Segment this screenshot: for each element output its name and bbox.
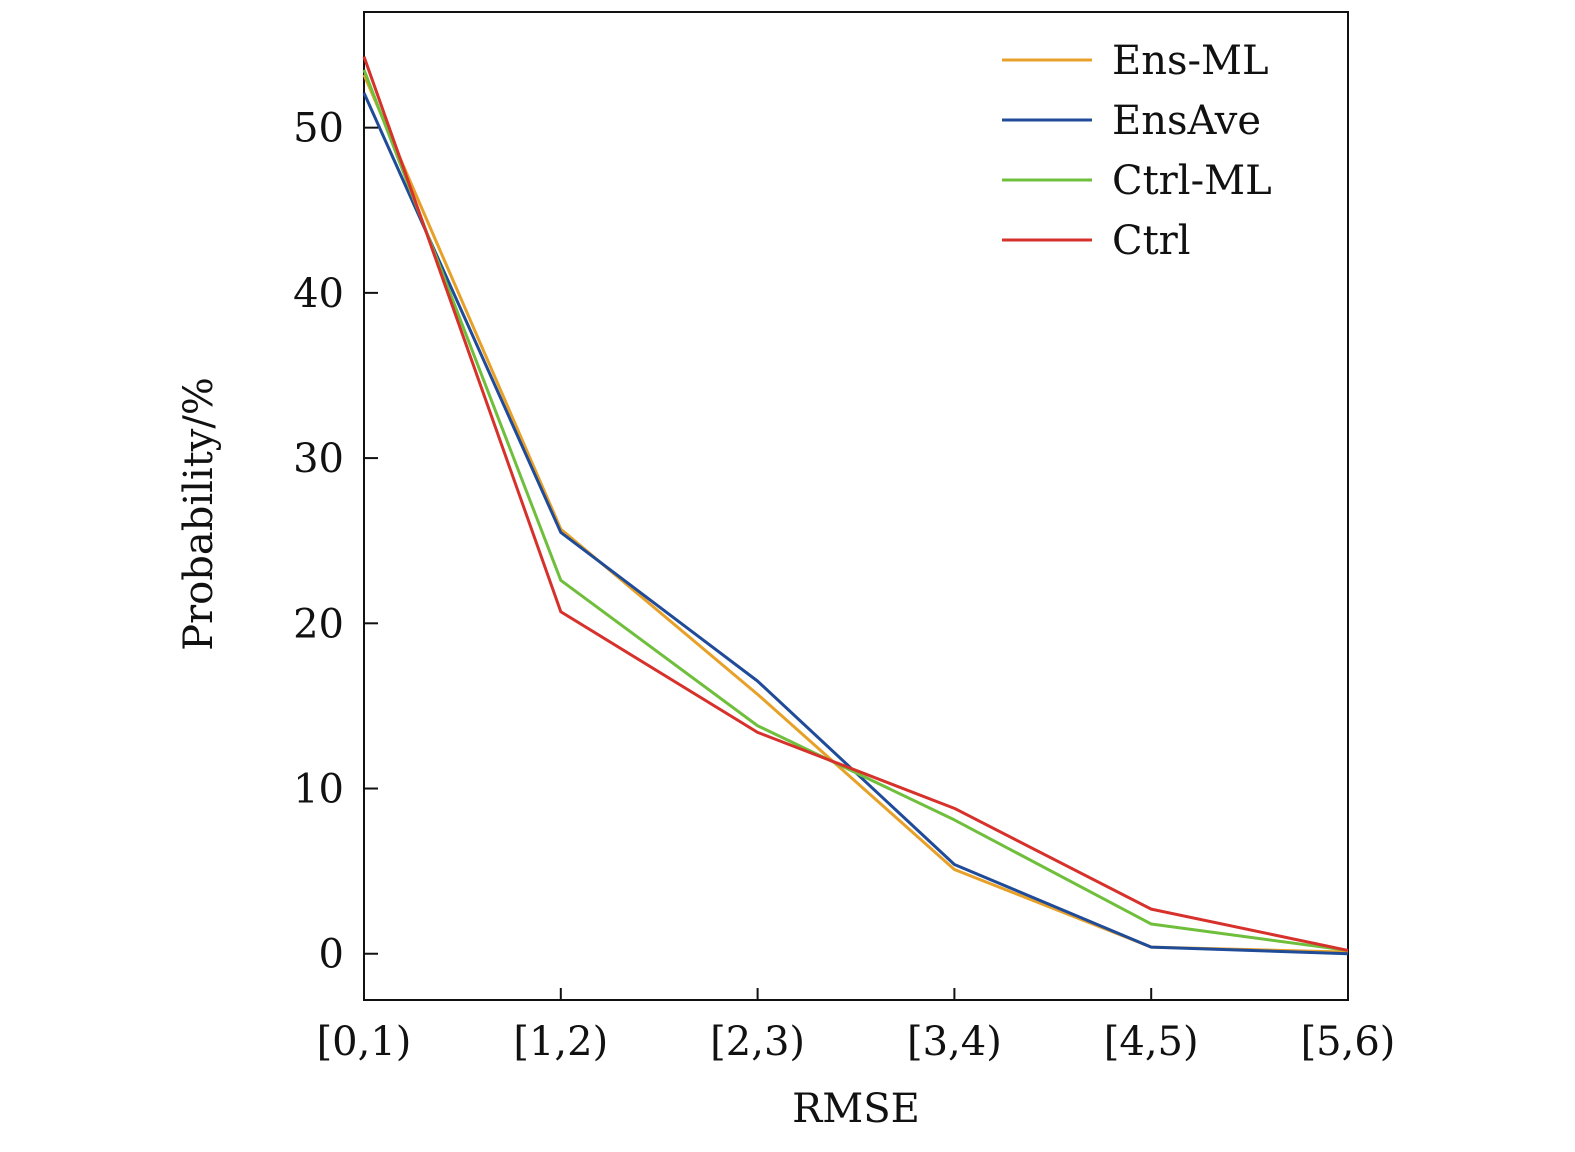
- x-axis-title: RMSE: [792, 1086, 920, 1132]
- y-tick-label: 0: [319, 932, 344, 978]
- plot-frame: [363, 11, 1349, 1001]
- series-layer: [362, 56, 1349, 956]
- legend-label-ctrl: Ctrl: [1112, 218, 1191, 264]
- y-axis-title: Probability/%: [176, 377, 222, 651]
- x-tick-label: [3,4): [907, 1019, 1002, 1065]
- plot-area: [363, 11, 1349, 1001]
- x-tick-label: [2,3): [710, 1019, 805, 1065]
- x-tick-label: [1,2): [513, 1019, 608, 1065]
- legend-label-ctrl-ml: Ctrl-ML: [1112, 158, 1272, 204]
- x-tick-label: [0,1): [317, 1019, 412, 1065]
- x-tick-label: [5,6): [1301, 1019, 1396, 1065]
- series-line-ctrl-ml: [362, 69, 1349, 952]
- legend-label-ens-ml: Ens-ML: [1112, 38, 1269, 84]
- legend-label-ensave: EnsAve: [1112, 98, 1261, 144]
- x-tick-label: [4,5): [1104, 1019, 1199, 1065]
- y-axis: 0 10 20 30 40 50: [293, 106, 378, 978]
- series-line-ctrl: [362, 56, 1349, 952]
- series-line-ens-ml: [362, 74, 1349, 954]
- x-axis: [0,1) [1,2) [2,3) [3,4) [4,5) [5,6): [317, 988, 1396, 1065]
- series-line-ensave: [362, 92, 1349, 956]
- y-tick-label: 10: [293, 767, 344, 813]
- y-tick-label: 20: [293, 601, 344, 647]
- y-tick-label: 40: [293, 271, 344, 317]
- y-tick-label: 30: [293, 436, 344, 482]
- legend: Ens-ML EnsAve Ctrl-ML Ctrl: [1002, 38, 1272, 264]
- y-tick-label: 50: [293, 106, 344, 152]
